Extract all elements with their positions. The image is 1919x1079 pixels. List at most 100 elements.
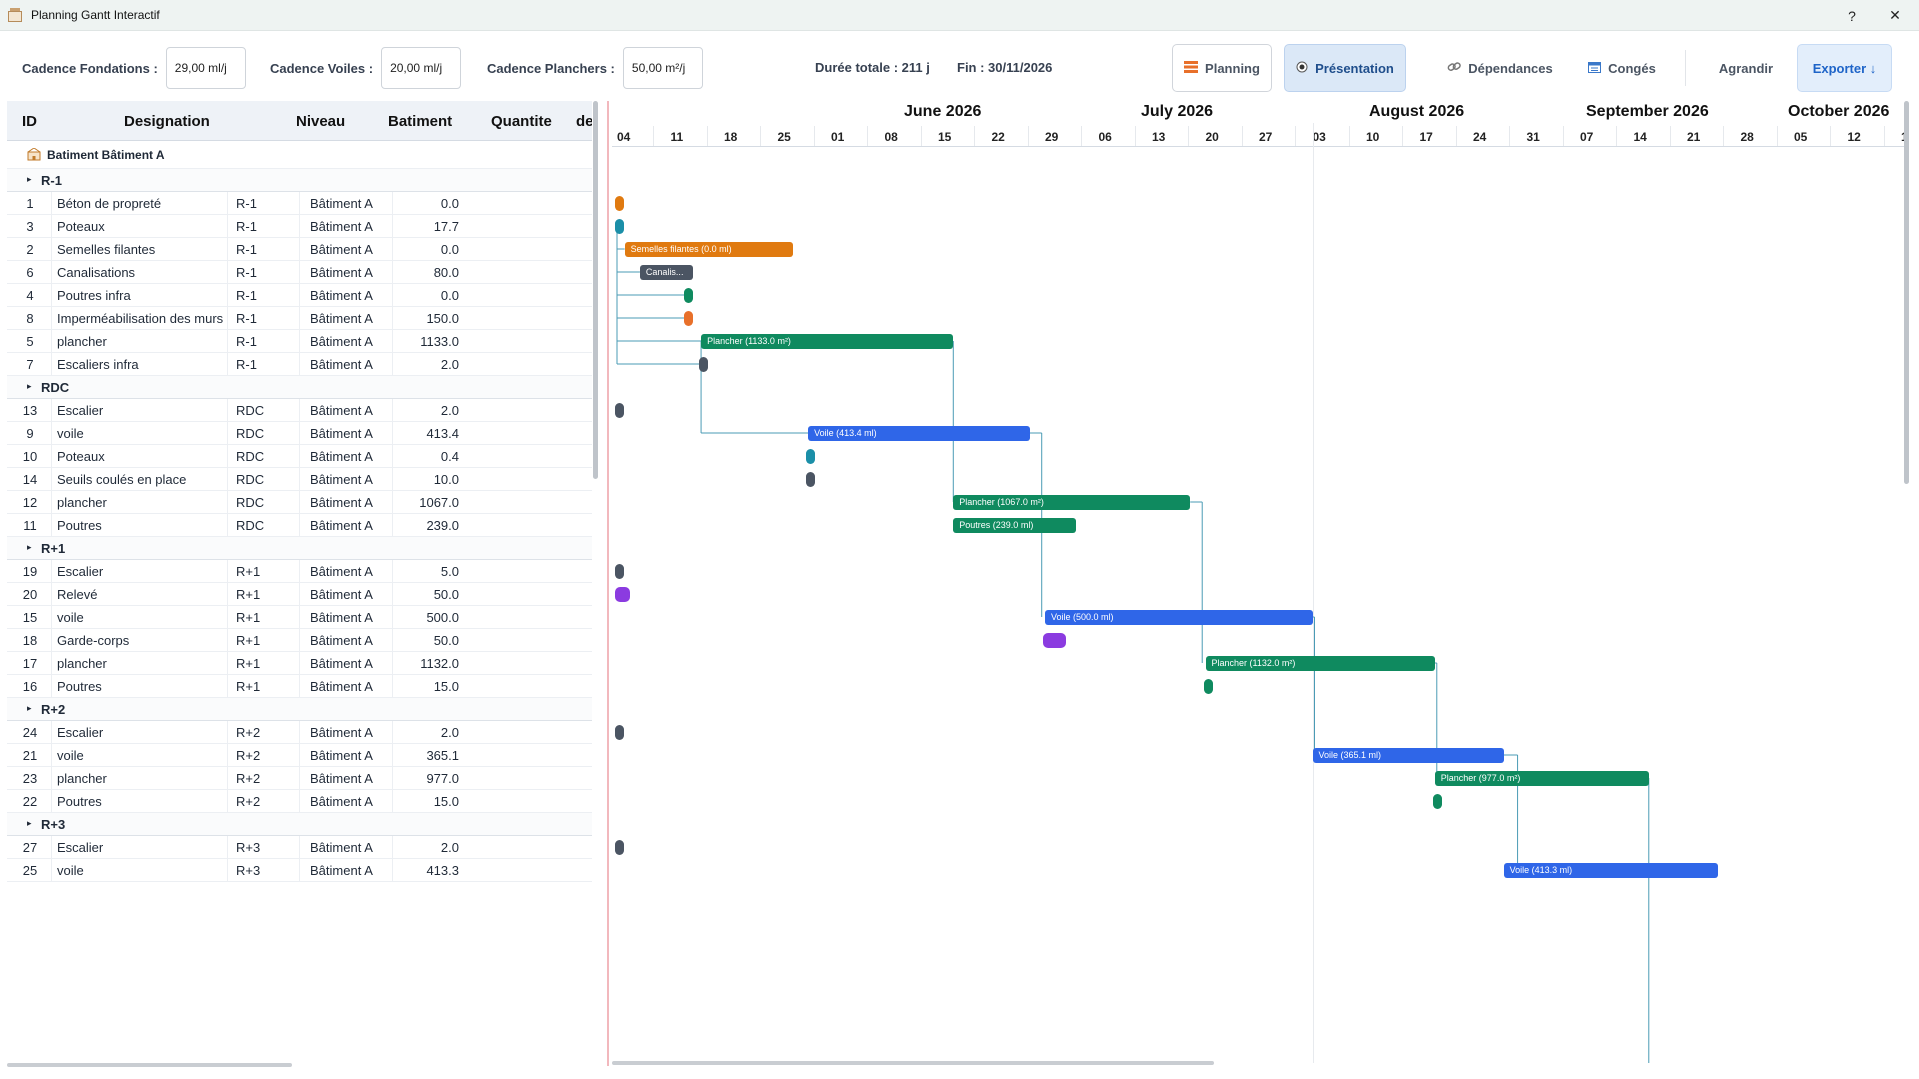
- group-row[interactable]: ▸ R+3: [7, 813, 592, 836]
- gantt-milestone[interactable]: [1432, 794, 1442, 809]
- gantt-milestone[interactable]: [615, 403, 624, 418]
- table-row[interactable]: 22 Poutres R+2 Bâtiment A 15.0: [7, 790, 592, 813]
- gantt-task-bar[interactable]: Voile (500.0 ml): [1045, 610, 1313, 625]
- gantt-milestone[interactable]: [615, 725, 624, 740]
- cadence-planchers-input[interactable]: 50,00 m²/j: [622, 47, 703, 89]
- exporter-button[interactable]: Exporter ↓: [1797, 44, 1892, 92]
- cadence-fondations-input[interactable]: 29,00 ml/j: [165, 47, 246, 89]
- gantt-milestone[interactable]: [1203, 679, 1213, 694]
- expand-icon[interactable]: ▸: [27, 174, 32, 184]
- table-row[interactable]: 15 voile R+1 Bâtiment A 500.0: [7, 606, 592, 629]
- gantt-milestone[interactable]: [806, 472, 816, 487]
- header-quantite[interactable]: Quantite: [491, 113, 552, 130]
- table-row[interactable]: 11 Poutres RDC Bâtiment A 239.0: [7, 514, 592, 537]
- table-row[interactable]: 2 Semelles filantes R-1 Bâtiment A 0.0: [7, 238, 592, 261]
- gantt-milestone[interactable]: [615, 840, 624, 855]
- header-batiment[interactable]: Batiment: [388, 113, 453, 130]
- table-row[interactable]: 9 voile RDC Bâtiment A 413.4: [7, 422, 592, 445]
- gantt-vertical-scrollbar[interactable]: [1904, 101, 1909, 484]
- gantt-milestone[interactable]: [699, 357, 709, 372]
- column-divider: [392, 399, 393, 422]
- table-row[interactable]: 5 plancher R-1 Bâtiment A 1133.0: [7, 330, 592, 353]
- cell-niveau: R-1: [236, 219, 257, 234]
- cell-quantite: 0.0: [440, 196, 459, 211]
- cell-quantite: 10.0: [433, 472, 459, 487]
- cell-batiment: Bâtiment A: [310, 311, 373, 326]
- planning-label: Planning: [1205, 60, 1260, 76]
- table-row[interactable]: 17 plancher R+1 Bâtiment A 1132.0: [7, 652, 592, 675]
- table-row[interactable]: 14 Seuils coulés en place RDC Bâtiment A 10.…: [7, 468, 592, 491]
- table-row[interactable]: 23 plancher R+2 Bâtiment A 977.0: [7, 767, 592, 790]
- gantt-task-bar[interactable]: Plancher (1067.0 m²): [953, 495, 1191, 510]
- gantt-task-bar[interactable]: Canalis...: [639, 265, 694, 280]
- month-separator: [1313, 123, 1314, 1063]
- gantt-milestone[interactable]: [615, 564, 624, 579]
- expand-icon[interactable]: ▸: [27, 818, 32, 828]
- help-button[interactable]: ?: [1848, 7, 1856, 24]
- splitter[interactable]: [607, 101, 609, 1066]
- table-row[interactable]: 3 Poteaux R-1 Bâtiment A 17.7: [7, 215, 592, 238]
- group-label: R-1: [41, 173, 62, 188]
- gantt-task-bar[interactable]: Plancher (1132.0 m²): [1205, 656, 1435, 671]
- table-row[interactable]: 8 Imperméabilisation des murs ... R-1 Bâtim…: [7, 307, 592, 330]
- header-de[interactable]: de: [576, 113, 592, 130]
- expand-icon[interactable]: ▸: [27, 703, 32, 713]
- table-row[interactable]: 4 Poutres infra R-1 Bâtiment A 0.0: [7, 284, 592, 307]
- gantt-task-bar[interactable]: Voile (413.3 ml): [1503, 863, 1718, 878]
- conges-button[interactable]: Congés: [1577, 44, 1667, 92]
- agrandir-button[interactable]: Agrandir: [1718, 60, 1774, 76]
- presentation-button[interactable]: Présentation: [1284, 44, 1406, 92]
- close-button[interactable]: ✕: [1889, 7, 1901, 23]
- table-row[interactable]: 18 Garde-corps R+1 Bâtiment A 50.0: [7, 629, 592, 652]
- gantt-task-bar[interactable]: Plancher (977.0 m²): [1434, 771, 1649, 786]
- column-divider: [227, 353, 228, 376]
- table-row[interactable]: 13 Escalier RDC Bâtiment A 2.0: [7, 399, 592, 422]
- group-row[interactable]: ▸ RDC: [7, 376, 592, 399]
- column-divider: [392, 468, 393, 491]
- table-row[interactable]: 24 Escalier R+2 Bâtiment A 2.0: [7, 721, 592, 744]
- header-id[interactable]: ID: [22, 113, 37, 130]
- table-row[interactable]: 6 Canalisations R-1 Bâtiment A 80.0: [7, 261, 592, 284]
- header-designation[interactable]: Designation: [124, 113, 210, 130]
- gantt-task-bar[interactable]: Voile (365.1 ml): [1312, 748, 1504, 763]
- building-row[interactable]: Batiment Bâtiment A: [7, 141, 592, 169]
- gantt-milestone[interactable]: [683, 288, 693, 303]
- table-row[interactable]: 21 voile R+2 Bâtiment A 365.1: [7, 744, 592, 767]
- group-row[interactable]: ▸ R+2: [7, 698, 592, 721]
- group-row[interactable]: ▸ R-1: [7, 169, 592, 192]
- table-horizontal-scrollbar[interactable]: [7, 1063, 292, 1067]
- gantt-task-bar[interactable]: Voile (413.4 ml): [808, 426, 1030, 441]
- cadence-voiles-input[interactable]: 20,00 ml/j: [381, 47, 462, 89]
- gantt-task-bar[interactable]: Semelles filantes (0.0 ml): [624, 242, 793, 257]
- gantt-milestone[interactable]: [615, 219, 624, 234]
- dependances-button[interactable]: Dépendances: [1440, 44, 1560, 92]
- gantt-milestone[interactable]: [683, 311, 693, 326]
- cell-niveau: R+1: [236, 587, 261, 602]
- group-row[interactable]: ▸ R+1: [7, 537, 592, 560]
- gantt-milestone[interactable]: [806, 449, 816, 464]
- table-row[interactable]: 1 Béton de propreté R-1 Bâtiment A 0.0: [7, 192, 592, 215]
- gantt-task-bar[interactable]: Plancher (1133.0 m²): [701, 334, 954, 349]
- table-row[interactable]: 19 Escalier R+1 Bâtiment A 5.0: [7, 560, 592, 583]
- gantt-milestone[interactable]: [1043, 633, 1066, 648]
- cell-niveau: R-1: [236, 265, 257, 280]
- header-niveau[interactable]: Niveau: [296, 113, 346, 130]
- expand-icon[interactable]: ▸: [27, 542, 32, 552]
- gantt-horizontal-scrollbar[interactable]: [612, 1061, 1214, 1065]
- expand-icon[interactable]: ▸: [27, 381, 32, 391]
- table-vertical-scrollbar[interactable]: [593, 101, 598, 479]
- table-row[interactable]: 20 Relevé R+1 Bâtiment A 50.0: [7, 583, 592, 606]
- table-row[interactable]: 25 voile R+3 Bâtiment A 413.3: [7, 859, 592, 882]
- table-row[interactable]: 12 plancher RDC Bâtiment A 1067.0: [7, 491, 592, 514]
- column-divider: [299, 399, 300, 422]
- gantt-task-bar[interactable]: Poutres (239.0 ml): [953, 518, 1076, 533]
- cell-id: 27: [22, 840, 38, 855]
- table-row[interactable]: 10 Poteaux RDC Bâtiment A 0.4: [7, 445, 592, 468]
- gantt-milestone[interactable]: [615, 196, 624, 211]
- table-row[interactable]: 27 Escalier R+3 Bâtiment A 2.0: [7, 836, 592, 859]
- planning-button[interactable]: Planning: [1172, 44, 1272, 92]
- table-row[interactable]: 16 Poutres R+1 Bâtiment A 15.0: [7, 675, 592, 698]
- table-row[interactable]: 7 Escaliers infra R-1 Bâtiment A 2.0: [7, 353, 592, 376]
- gantt-milestone[interactable]: [615, 587, 631, 602]
- cell-id: 25: [22, 863, 38, 878]
